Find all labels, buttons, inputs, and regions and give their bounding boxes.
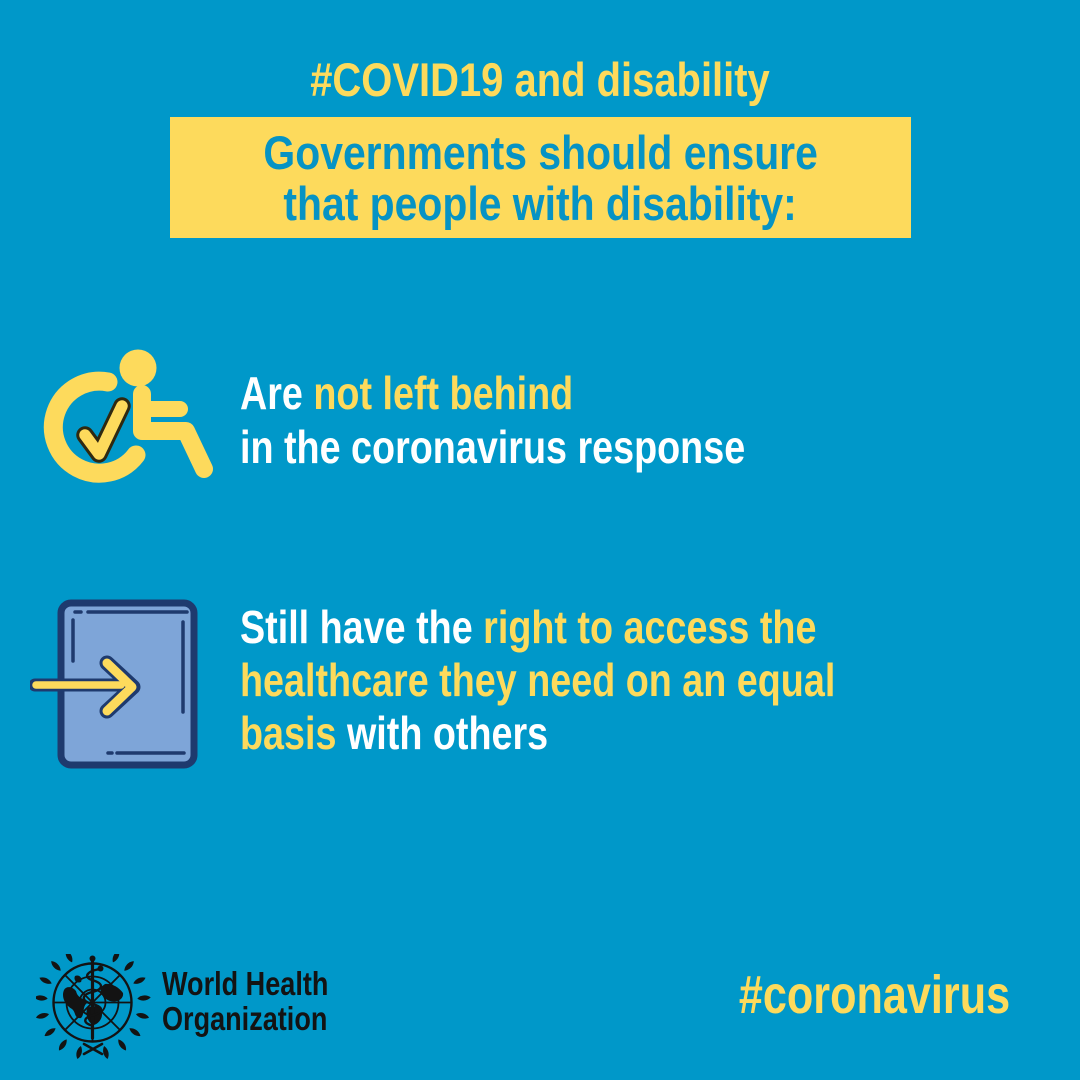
banner-line-1: Governments should ensure [263, 125, 818, 179]
who-wordmark: World Health Organization [162, 966, 328, 1036]
row2-text: Still have the right to access the healt… [240, 601, 835, 760]
campaign-title: #COVID19 and disability [310, 53, 770, 106]
text-segment: with others [336, 707, 549, 759]
row2-line-2: healthcare they need on an equal [240, 654, 835, 707]
who-wordmark-line-1: World Health [162, 965, 329, 1002]
banner-line-2: that people with disability: [283, 176, 798, 230]
who-emblem-icon [36, 954, 152, 1060]
text-segment: Are [240, 367, 314, 419]
text-segment: Still have the [240, 601, 484, 653]
coronavirus-hashtag: #coronavirus [738, 965, 1010, 1025]
text-segment: healthcare they need on an equal [240, 654, 836, 706]
text-segment: in the coronavirus response [240, 421, 746, 473]
wheelchair-check-icon [43, 349, 213, 483]
text-segment: right to access the [483, 601, 817, 653]
headline-banner: Governments should ensure that people wi… [170, 117, 911, 238]
row2-line-3: basis with others [240, 707, 835, 760]
text-segment: not left behind [313, 367, 574, 419]
row1-text: Are not left behind in the coronavirus r… [240, 366, 745, 474]
row2-line-1: Still have the right to access the [240, 601, 835, 654]
row1-line-1: Are not left behind [240, 366, 745, 420]
door-entry-arrow-icon [30, 599, 198, 769]
row1-line-2: in the coronavirus response [240, 420, 745, 474]
text-segment: basis [240, 707, 337, 759]
who-wordmark-line-2: Organization [162, 1000, 328, 1037]
